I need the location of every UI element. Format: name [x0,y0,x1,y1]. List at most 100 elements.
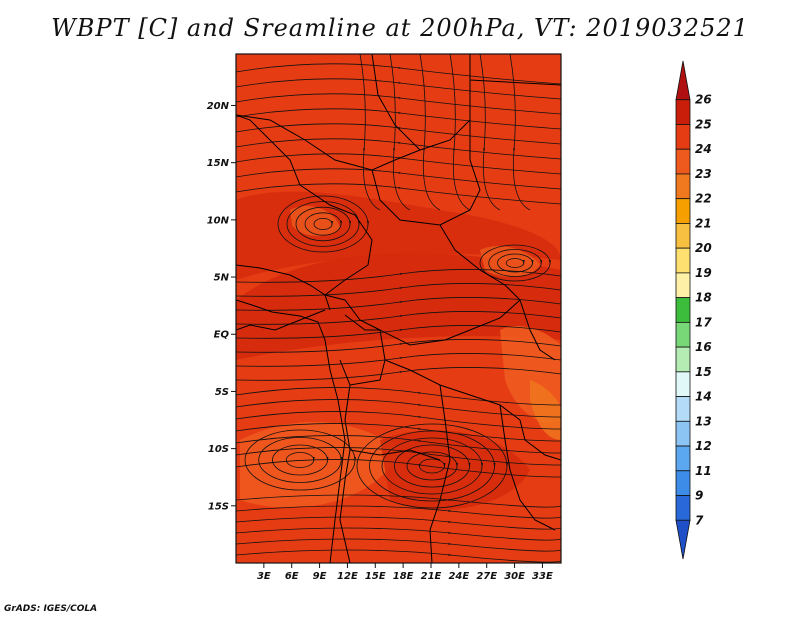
streamline [389,54,411,211]
border-line [236,114,301,186]
colorbar: 26 25 24 23 22 21 20 19 18 17 16 15 14 13 12 11 9 7 [675,60,712,560]
streamline [236,297,561,311]
colorbar-bin [675,420,691,447]
map-title: WBPT [C] and Sreamline at 200hPa, VT: 20… [51,14,749,42]
lon-tick-label: 12E [337,571,358,582]
lat-tick-label: 15S [208,501,229,512]
streamline [236,138,561,160]
lon-tick-label: 18E [393,571,414,582]
streamline [236,325,561,339]
streamline-arrow [312,457,315,462]
streamline-arrow [468,463,471,468]
border-line [236,114,421,171]
border-line [469,79,561,86]
colorbar-label: 21 [695,216,712,230]
streamline-arrow [456,463,458,468]
wbpt-patch [236,253,561,360]
colorbar-bin [675,495,691,521]
colorbar-label: 13 [695,414,712,428]
streamline [236,527,561,541]
border-line [299,184,373,296]
streamline [419,54,441,211]
colorbar-label: 15 [695,365,712,379]
streamline-arrow [367,221,369,226]
border-line [349,449,441,461]
streamline [509,54,531,211]
colorbar-bin [675,445,691,472]
colorbar-bin [675,272,691,299]
streamline [236,283,561,297]
border-line [429,384,451,563]
border-line [324,294,521,346]
colorbar-bin [675,321,691,348]
streamline-arrow [354,457,356,462]
streamline [236,311,561,325]
colorbar-bin [675,124,691,150]
wbpt-patch [480,245,540,277]
colorbar-bin [675,470,691,496]
colorbar-label: 23 [695,167,712,181]
border-line [236,309,326,331]
streamline [236,516,561,530]
streamline-arrow [506,463,508,468]
streamline-arrow [443,463,446,468]
colorbar-label: 11 [695,464,712,478]
lat-tick-label: 10S [208,444,229,455]
border-line [236,264,331,311]
border-line [519,419,561,461]
streamline-arrow [331,221,333,226]
lat-tick-label: 5N [214,273,230,284]
streamline [236,78,561,100]
streamline [236,423,561,442]
wbpt-patch [236,54,470,130]
colorbar-label: 24 [695,142,712,156]
streamline-arrow [326,457,329,462]
streamline-arrow [549,260,551,265]
border-line [371,120,481,226]
colorbar-label: 20 [695,241,712,255]
lon-tick-label: 3E [257,571,271,582]
streamline [236,411,561,430]
colorbar-label: 19 [695,266,712,280]
map-panel [236,54,561,563]
colorbar-label: 9 [695,489,703,503]
border-line [439,224,521,301]
streamline [236,367,561,381]
streamline-arrow [481,463,483,468]
colorbar-label: 25 [695,117,712,131]
streamline-arrow [531,260,534,265]
lon-tick-label: 30E [504,571,525,582]
streamline [236,93,561,115]
streamline [236,387,561,406]
colorbar-label: 26 [695,93,712,107]
border-line [339,384,351,563]
colorbar-label: 7 [695,513,704,527]
colorbar-label: 17 [695,315,712,329]
coastline [236,299,346,563]
border-line [384,359,521,421]
lat-tick-label: EQ [214,330,230,341]
colorbar-bin [675,148,691,175]
colorbar-bin [675,396,691,422]
streamline [236,63,561,85]
colorbar-label: 16 [695,340,712,354]
streamline [236,183,561,205]
lat-tick-label: 20N [207,101,230,112]
streamline [236,399,561,418]
colorbar-bin [675,371,691,397]
border-line [519,299,556,361]
map-frame [235,53,562,564]
colorbar-bin [675,173,691,200]
streamline [236,339,561,353]
lon-tick-label: 9E [313,571,327,582]
streamline [236,108,561,130]
lon-tick-label: 21E [421,571,442,582]
streamline-arrow [522,260,525,265]
colorbar-bin [675,346,691,373]
streamline [359,54,381,211]
border-line [499,404,556,531]
longitude-axis: 3E 6E 9E 12E 15E 18E 21E 24E 27E 30E 33E [257,563,553,582]
colorbar-bin [675,223,691,249]
lon-tick-label: 33E [532,571,553,582]
